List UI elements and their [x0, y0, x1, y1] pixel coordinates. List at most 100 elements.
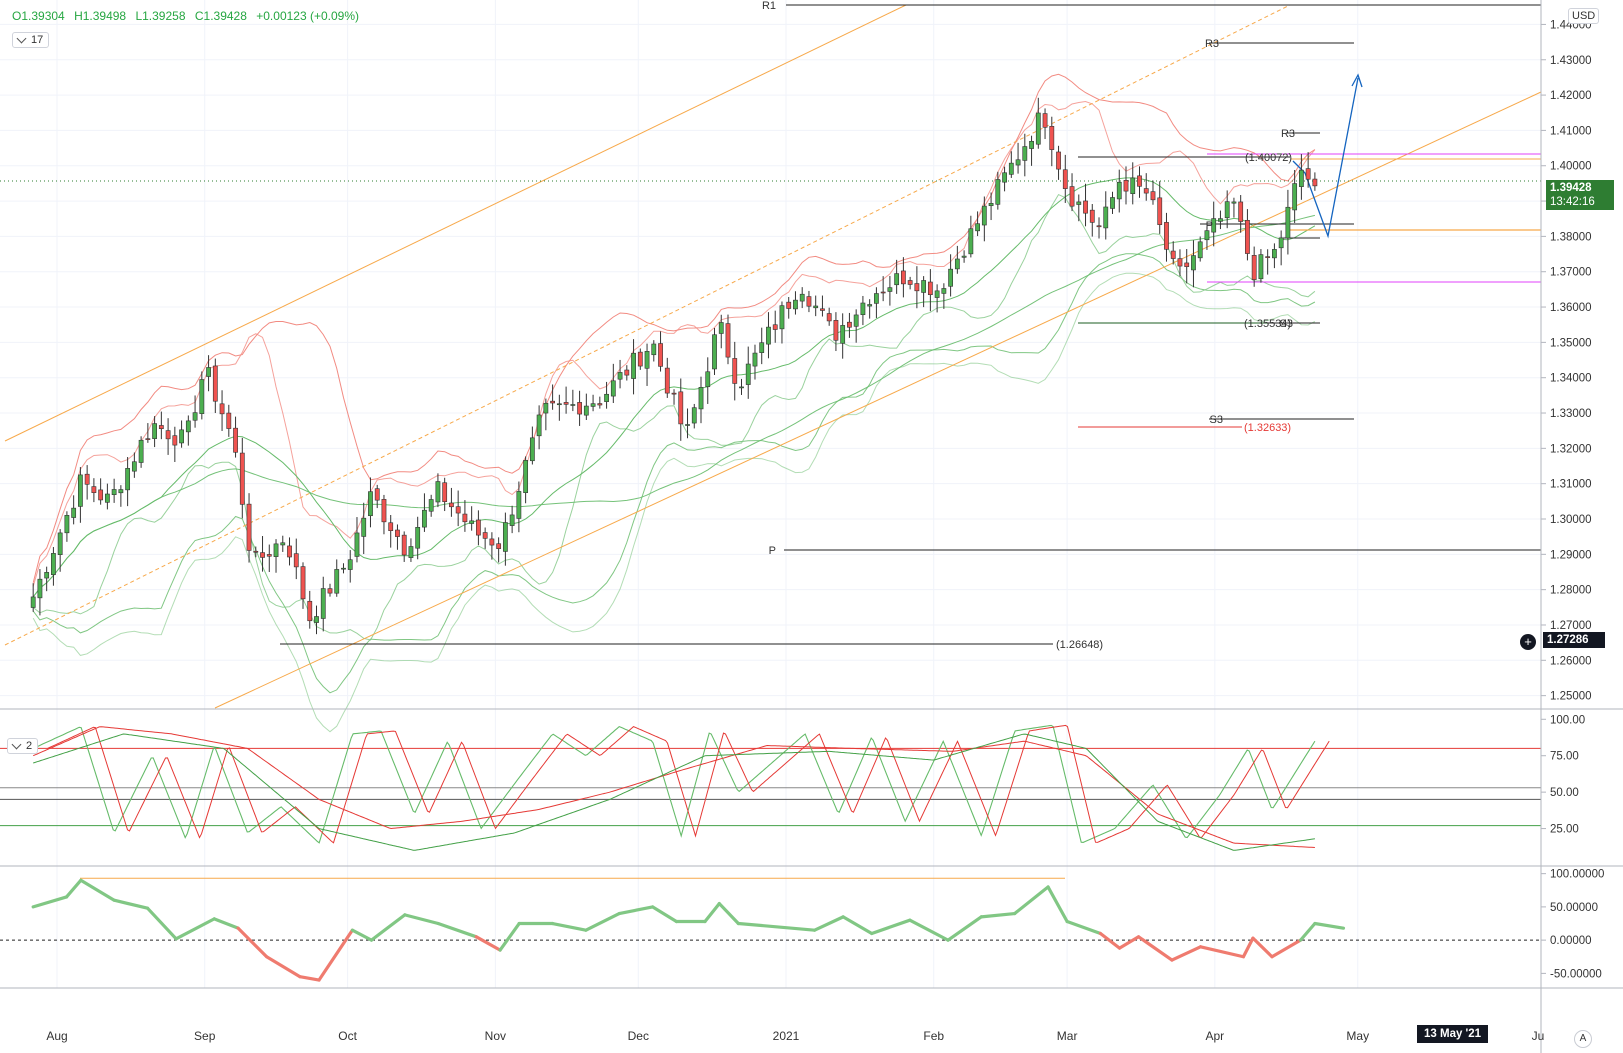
candle-body: [381, 499, 387, 523]
x-tick-label: Aug: [46, 1029, 67, 1043]
candle-body: [185, 420, 191, 433]
candle-body: [71, 507, 77, 518]
candle-body: [462, 513, 468, 523]
candle-body: [658, 343, 663, 367]
stoch-signal-line: [47, 724, 1330, 844]
momentum-segment: [703, 901, 721, 924]
y-tick-label: 1.25000: [1550, 691, 1592, 703]
stoch-slow-signal-line: [33, 733, 1315, 851]
price-level-label: (1.32633): [1244, 422, 1291, 434]
x-tick-label: Feb: [923, 1029, 944, 1043]
candle-body: [536, 414, 542, 437]
candle-body: [1143, 188, 1149, 194]
auto-scale-button[interactable]: A: [1574, 1030, 1592, 1048]
momentum-segment: [498, 921, 521, 952]
candle-body: [1089, 209, 1095, 223]
candle-body: [246, 503, 252, 551]
candle-body: [1251, 255, 1257, 280]
momentum-segment: [436, 921, 478, 939]
y-tick-label: 1.27000: [1550, 620, 1592, 632]
candle-body: [1002, 172, 1007, 183]
last-price-tag: 1.39428 13:42:16: [1546, 180, 1614, 210]
momentum-segment: [736, 921, 817, 932]
candle-body: [98, 489, 104, 501]
add-plus-icon[interactable]: +: [1520, 634, 1536, 650]
y-tick-label: 1.35000: [1550, 337, 1592, 349]
y-tick-label: 1.28000: [1550, 585, 1592, 597]
candle-body: [772, 324, 778, 330]
candle-body: [1245, 219, 1250, 254]
candle-body: [1211, 218, 1217, 233]
candle-body: [320, 588, 326, 619]
candle-body: [239, 452, 245, 505]
bollinger-lower-inner: [32, 193, 1316, 641]
candle-body: [637, 351, 643, 367]
momentum-segment: [212, 917, 240, 930]
candle-body: [158, 425, 164, 429]
bollinger-upper: [32, 73, 1316, 583]
candle-body: [590, 403, 596, 407]
candle-body: [1035, 112, 1041, 145]
candle-body: [779, 305, 785, 330]
candle-body: [921, 280, 927, 293]
candle-body: [793, 299, 798, 310]
candle-body: [604, 393, 609, 402]
stoch-indicators-toggle[interactable]: 2: [7, 738, 39, 754]
candle-body: [988, 202, 994, 207]
candle-body: [732, 358, 738, 384]
candle-body: [192, 412, 198, 421]
candle-body: [712, 334, 717, 370]
candle-body: [826, 313, 832, 322]
candle-body: [118, 489, 124, 494]
pivot-label: R3: [1205, 38, 1219, 50]
momentum-segment: [717, 901, 740, 926]
main-indicators-toggle[interactable]: 17: [12, 32, 50, 48]
candle-body: [860, 302, 866, 316]
candle-body: [104, 493, 110, 503]
candle-body: [206, 367, 211, 377]
candle-body: [1049, 126, 1055, 150]
candle-body: [1184, 262, 1190, 267]
candle-body: [597, 403, 603, 406]
candle-body: [995, 179, 1001, 205]
currency-badge[interactable]: USD: [1568, 8, 1600, 24]
candle-body: [131, 461, 137, 472]
candle-body: [273, 543, 279, 557]
candle-body: [442, 482, 448, 502]
pivot-label: S3: [1210, 414, 1223, 426]
stochastic-pane: [0, 724, 1541, 851]
y-tick-label: 1.29000: [1550, 549, 1592, 561]
candle-body: [516, 491, 522, 519]
candle-body: [644, 351, 650, 369]
momentum-segment: [979, 911, 1017, 919]
last-price: 1.39428: [1550, 182, 1592, 194]
momentum-segment: [79, 878, 116, 902]
candle-body: [57, 532, 63, 555]
candle-body: [766, 326, 771, 345]
candle-body: [725, 323, 731, 358]
candle-body: [961, 255, 967, 258]
candle-body: [1170, 250, 1176, 259]
candle-body: [395, 529, 400, 537]
candle-body: [145, 438, 151, 440]
candle-body: [287, 545, 292, 558]
momentum-segment: [1241, 936, 1255, 959]
candle-body: [968, 228, 974, 255]
candle-body: [745, 363, 751, 385]
momentum-tick-label: 100.00000: [1550, 869, 1604, 881]
momentum-segment: [317, 928, 355, 982]
candle-body: [1103, 206, 1109, 229]
candle-body: [975, 223, 980, 232]
stoch-fast-line: [32, 724, 1316, 844]
momentum-segment: [236, 926, 269, 959]
candle-body: [334, 569, 340, 594]
price-level-label: (1.35534): [1244, 318, 1291, 330]
candle-body: [617, 372, 623, 380]
x-tick-label: Mar: [1057, 1029, 1078, 1043]
x-tick-label: Apr: [1205, 1029, 1224, 1043]
x-tick-label: Oct: [338, 1029, 357, 1043]
candle-body: [954, 258, 960, 270]
momentum-segment: [841, 915, 874, 936]
candle-body: [415, 527, 421, 549]
